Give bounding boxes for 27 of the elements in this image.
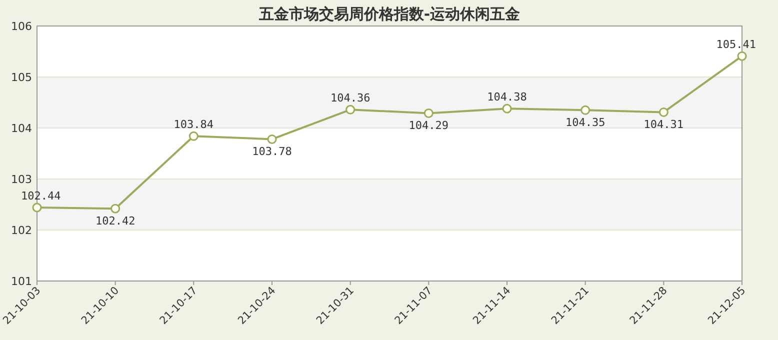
- data-label: 105.41: [716, 38, 756, 52]
- point: [502, 104, 512, 114]
- chart-title: 五金市场交易周价格指数-运动休闲五金: [258, 5, 520, 23]
- y-tick-label: 102: [11, 224, 32, 237]
- point: [32, 202, 42, 212]
- point: [424, 108, 434, 118]
- point: [267, 134, 277, 144]
- point: [658, 107, 668, 117]
- point: [110, 204, 120, 214]
- data-label: 103.84: [174, 118, 214, 132]
- point: [580, 105, 590, 115]
- data-label: 104.29: [408, 119, 449, 132]
- data-label: 102.42: [95, 214, 136, 228]
- y-tick-label: 103: [11, 173, 32, 186]
- y-tick-label: 105: [11, 71, 32, 84]
- y-tick-label: 104: [11, 122, 32, 135]
- data-label: 104.38: [487, 90, 527, 104]
- data-label: 102.44: [21, 190, 62, 203]
- data-label: 103.78: [252, 145, 292, 158]
- data-label: 104.35: [565, 116, 606, 130]
- y-tick-label: 101: [11, 275, 32, 288]
- point: [188, 131, 198, 141]
- y-tick-label: 106: [11, 20, 32, 33]
- data-label: 104.36: [330, 92, 370, 105]
- data-label: 104.31: [644, 118, 684, 132]
- point: [346, 104, 356, 114]
- point: [737, 51, 747, 61]
